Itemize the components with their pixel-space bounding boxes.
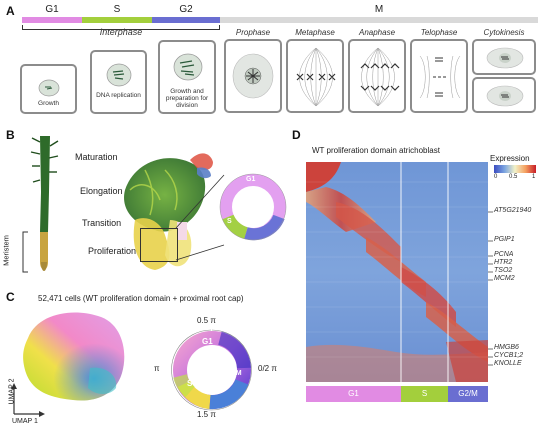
interphase-box-dna: DNA replication bbox=[90, 50, 147, 114]
heatmap-phase-s bbox=[401, 386, 448, 402]
phase-label-s: S bbox=[113, 4, 121, 15]
gene-label-hmgb6: HMGB6 bbox=[494, 344, 519, 351]
mitosis-box-prophase bbox=[224, 39, 282, 113]
gene-label-at5g21940: AT5G21940 bbox=[494, 207, 532, 214]
metaphase-spindle-icon bbox=[296, 47, 336, 107]
mitosis-label-metaphase: Metaphase bbox=[295, 28, 335, 37]
interphase-box-growth: Growth bbox=[20, 64, 77, 114]
anaphase-spindle-icon bbox=[360, 47, 400, 107]
angle-label-bottom: 1.5 π bbox=[197, 410, 216, 419]
ring-c-label-s: S bbox=[187, 379, 193, 388]
zone-label-elongation: Elongation bbox=[80, 186, 123, 196]
gene-label-knolle: KNOLLE bbox=[494, 360, 522, 367]
zoom-connector-lines bbox=[175, 174, 225, 261]
mitosis-label-cytokinesis: Cytokinesis bbox=[483, 28, 525, 37]
mitosis-label-anaphase: Anaphase bbox=[358, 28, 396, 37]
stage-label-prep: Growth and preparation for division bbox=[165, 88, 209, 109]
panel-label-d: D bbox=[292, 128, 301, 142]
cell-cycle-ring-c bbox=[171, 329, 252, 411]
telophase-cell-icon bbox=[419, 55, 461, 99]
ring-b-label-s: S bbox=[227, 218, 232, 225]
mitosis-box-anaphase bbox=[348, 39, 406, 113]
angle-label-left: π bbox=[154, 364, 160, 373]
panel-c-title: 52,471 cells (WT proliferation domain + … bbox=[38, 294, 244, 303]
interphase-label: Interphase bbox=[99, 27, 143, 37]
umap-axis-x-label: UMAP 1 bbox=[12, 418, 38, 425]
zone-label-maturation: Maturation bbox=[75, 152, 118, 162]
umap-axes bbox=[11, 383, 45, 417]
mitosis-box-telophase bbox=[410, 39, 468, 113]
legend-title: Expression bbox=[490, 154, 530, 163]
gene-label-pcna: PCNA bbox=[494, 251, 514, 258]
umap-root-atlas bbox=[124, 153, 213, 270]
cell-cycle-ring-b bbox=[219, 173, 287, 241]
panel-label-a: A bbox=[6, 4, 15, 18]
ring-c-label-g1: G1 bbox=[202, 337, 213, 346]
phase-bar-g2 bbox=[152, 17, 220, 23]
phase-bar-m bbox=[220, 17, 538, 23]
gene-label-mcm2: MCM2 bbox=[494, 275, 515, 282]
interphase-bracket bbox=[22, 25, 220, 30]
phase-label-g2: G2 bbox=[179, 4, 193, 15]
mitosis-box-metaphase bbox=[286, 39, 344, 113]
interphase-box-prep: Growth and preparation for division bbox=[158, 40, 216, 114]
heatmap-phase-g2m bbox=[448, 386, 488, 402]
heatmap-phase-label-s: S bbox=[421, 389, 428, 398]
zone-label-transition: Transition bbox=[82, 218, 122, 228]
ring-c-label-g2m: G2 /M bbox=[222, 370, 242, 377]
phase-label-m: M bbox=[374, 4, 384, 15]
meristem-label: Meristem bbox=[1, 235, 11, 266]
root-illustration bbox=[30, 136, 59, 271]
panel-label-b: B bbox=[6, 128, 15, 142]
heatmap-phase-g1 bbox=[306, 386, 401, 402]
umap-axis-y-label: UMAP 2 bbox=[8, 378, 16, 405]
heatmap-title: WT proliferation domain atrichoblast bbox=[312, 146, 440, 155]
cell-preparation-icon bbox=[173, 53, 203, 81]
stage-label-dna: DNA replication bbox=[96, 92, 141, 99]
gene-label-htr2: HTR2 bbox=[494, 259, 513, 266]
cell-growth-icon bbox=[38, 79, 60, 97]
daughter-cell-top-icon bbox=[486, 47, 524, 69]
legend-tick-05: 0.5 bbox=[509, 174, 518, 180]
daughter-cell-bottom-icon bbox=[486, 85, 524, 107]
expression-heatmap bbox=[306, 162, 488, 382]
legend-tick-1: 1 bbox=[532, 174, 536, 180]
gene-ticks bbox=[488, 211, 493, 366]
angle-label-right: 0/2 π bbox=[258, 364, 277, 373]
cell-replication-icon bbox=[106, 63, 132, 87]
umap-cell-cycle bbox=[23, 312, 125, 401]
prophase-cell-icon bbox=[232, 53, 274, 99]
zone-label-proliferation: Proliferation bbox=[88, 246, 137, 256]
gene-label-pgip1: PGIP1 bbox=[494, 236, 515, 243]
phase-label-g1: G1 bbox=[45, 4, 59, 15]
legend-tick-0: 0 bbox=[494, 174, 498, 180]
mitosis-box-cytokinesis-top bbox=[472, 39, 536, 75]
phase-bar-s bbox=[82, 17, 152, 23]
stage-label-growth: Growth bbox=[38, 100, 59, 107]
meristem-bracket bbox=[22, 231, 28, 273]
mitosis-box-cytokinesis-bottom bbox=[472, 77, 536, 113]
legend-colorbar bbox=[494, 165, 536, 173]
gene-label-tso2: TSO2 bbox=[494, 267, 513, 274]
gene-label-cycb12: CYCB1;2 bbox=[494, 352, 524, 359]
heatmap-phase-label-g1: G1 bbox=[348, 389, 359, 398]
mitosis-label-telophase: Telophase bbox=[420, 28, 458, 37]
proliferation-zoom-box bbox=[140, 228, 178, 262]
ring-b-label-g1: G1 bbox=[246, 176, 256, 183]
panel-label-c: C bbox=[6, 290, 15, 304]
angle-label-top: 0.5 π bbox=[197, 316, 216, 325]
mitosis-label-prophase: Prophase bbox=[235, 28, 271, 37]
heatmap-phase-label-g2m: G2/M bbox=[458, 389, 478, 398]
phase-bar-g1 bbox=[22, 17, 82, 23]
